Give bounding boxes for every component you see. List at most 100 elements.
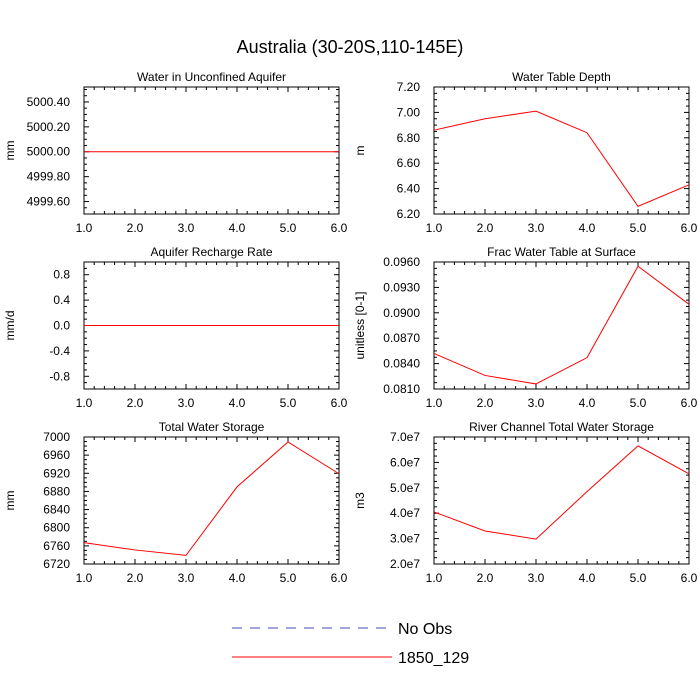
panel-title: Aquifer Recharge Rate: [150, 245, 272, 259]
y-tick-label: 7000: [43, 430, 70, 444]
y-tick-label: 4999.80: [27, 170, 71, 184]
x-tick-label: 1.0: [426, 571, 443, 585]
x-tick-label: 1.0: [76, 396, 93, 410]
legend: No Obs 1850_129: [232, 621, 469, 667]
y-tick-label: 6760: [43, 539, 70, 553]
x-tick-label: 6.0: [681, 396, 698, 410]
y-tick-label: 0.0960: [383, 255, 420, 269]
y-tick-label: 6800: [43, 521, 70, 535]
x-tick-label: 2.0: [477, 221, 494, 235]
y-tick-label: 0.4: [53, 293, 70, 307]
panel-title: River Channel Total Water Storage: [469, 420, 654, 434]
y-tick-label: 6880: [43, 484, 70, 498]
chart-panel-5: Total Water Storage mm 1.0 2.0 3.0 4.0 5.0 6.0 6…: [3, 420, 348, 585]
y-tick-label: 7.20: [397, 80, 421, 94]
y-tick-label: 5000.00: [27, 145, 71, 159]
y-axis-label: unitless [0-1]: [353, 291, 367, 359]
y-tick-label: 4.0e7: [390, 506, 420, 520]
x-tick-label: 5.0: [280, 571, 297, 585]
x-tick-label: 1.0: [76, 221, 93, 235]
x-tick-label: 5.0: [280, 221, 297, 235]
y-tick-label: 6.40: [397, 182, 421, 196]
y-tick-label: 0.0930: [383, 280, 420, 294]
panel-title: Total Water Storage: [159, 420, 265, 434]
x-tick-label: 4.0: [229, 571, 246, 585]
y-tick-label: 5.0e7: [390, 481, 420, 495]
x-tick-label: 4.0: [579, 396, 596, 410]
y-tick-label: 6.80: [397, 131, 421, 145]
x-tick-label: 4.0: [229, 221, 246, 235]
x-tick-label: 5.0: [280, 396, 297, 410]
x-tick-label: 1.0: [426, 396, 443, 410]
plot-frame: [433, 86, 690, 215]
plot-frame: [433, 436, 690, 565]
y-tick-label: 0.0900: [383, 306, 420, 320]
panel-title: Water Table Depth: [512, 70, 611, 84]
legend-label-2: 1850_129: [398, 650, 469, 667]
y-tick-label: 5000.20: [27, 120, 71, 134]
y-tick-label: 0.0840: [383, 357, 420, 371]
y-tick-label: 6920: [43, 466, 70, 480]
panel-title: Frac Water Table at Surface: [487, 245, 636, 259]
x-tick-label: 3.0: [528, 221, 545, 235]
x-tick-label: 3.0: [528, 571, 545, 585]
plot-frame: [83, 86, 340, 215]
y-tick-label: -0.4: [49, 344, 70, 358]
chart-panel-4: Frac Water Table at Surface unitless [0-1…: [353, 245, 698, 410]
series-line-1850_129: [433, 265, 690, 385]
x-tick-label: 6.0: [681, 571, 698, 585]
y-tick-label: 2.0e7: [390, 557, 420, 571]
figure-title: Australia (30-20S,110-145E): [237, 37, 464, 57]
y-tick-label: 6840: [43, 503, 70, 517]
x-tick-label: 3.0: [178, 571, 195, 585]
legend-label-1: No Obs: [398, 621, 452, 638]
y-axis-label: m: [353, 146, 367, 156]
y-axis-label: m3: [353, 492, 367, 509]
y-tick-label: 4999.60: [27, 195, 71, 209]
y-tick-label: 3.0e7: [390, 532, 420, 546]
y-tick-label: 0.8: [53, 268, 70, 282]
x-tick-label: 4.0: [579, 571, 596, 585]
chart-panel-1: Water in Unconfined Aquifer mm 1.0 2.0 3.0 4.…: [3, 70, 348, 235]
y-tick-label: 6960: [43, 448, 70, 462]
series-line-1850_129: [433, 445, 690, 540]
y-axis-label: mm/d: [3, 311, 17, 341]
chart-panel-2: Water Table Depth m 1.0 2.0 3.0 4.0 5.0 6.0 6.20…: [353, 70, 698, 235]
y-tick-label: 0.0810: [383, 382, 420, 396]
y-tick-label: 7.00: [397, 105, 421, 119]
y-tick-label: -0.8: [49, 369, 70, 383]
y-tick-label: 6.0e7: [390, 455, 420, 469]
x-tick-label: 1.0: [76, 571, 93, 585]
x-tick-label: 2.0: [127, 221, 144, 235]
x-tick-label: 4.0: [229, 396, 246, 410]
x-tick-label: 3.0: [178, 396, 195, 410]
x-tick-label: 4.0: [579, 221, 596, 235]
y-axis-label: mm: [3, 141, 17, 161]
series-line-1850_129: [83, 441, 340, 556]
x-tick-label: 6.0: [681, 221, 698, 235]
y-tick-label: 6720: [43, 557, 70, 571]
y-axis-label: mm: [3, 491, 17, 511]
y-tick-label: 5000.40: [27, 95, 71, 109]
x-tick-label: 2.0: [477, 571, 494, 585]
chart-panel-6: River Channel Total Water Storage m3 1.0 2.…: [353, 420, 698, 585]
x-tick-label: 6.0: [331, 396, 348, 410]
x-tick-label: 5.0: [630, 221, 647, 235]
panels: Water in Unconfined Aquifer mm 1.0 2.0 3.0 4.…: [3, 70, 698, 585]
x-tick-label: 6.0: [331, 221, 348, 235]
series-line-1850_129: [433, 110, 690, 207]
panel-title: Water in Unconfined Aquifer: [137, 70, 286, 84]
x-tick-label: 3.0: [528, 396, 545, 410]
y-tick-label: 0.0870: [383, 331, 420, 345]
y-tick-label: 0.0: [53, 319, 70, 333]
x-tick-label: 1.0: [426, 221, 443, 235]
x-tick-label: 6.0: [331, 571, 348, 585]
chart-panel-3: Aquifer Recharge Rate mm/d 1.0 2.0 3.0 4.0 5.0…: [3, 245, 348, 410]
x-tick-label: 2.0: [127, 396, 144, 410]
x-tick-label: 5.0: [630, 571, 647, 585]
y-tick-label: 6.60: [397, 156, 421, 170]
x-tick-label: 3.0: [178, 221, 195, 235]
y-tick-label: 6.20: [397, 207, 421, 221]
x-tick-label: 2.0: [477, 396, 494, 410]
